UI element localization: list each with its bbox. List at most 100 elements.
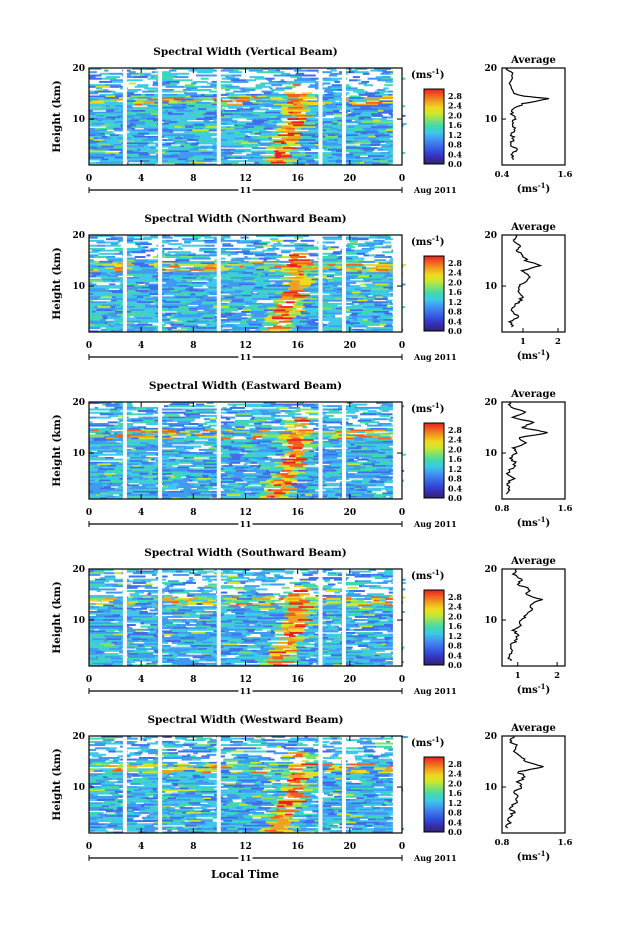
colorbar-tick-label: 1.2 xyxy=(448,798,462,808)
y-tick-label: 20 xyxy=(72,231,85,241)
x-tick-label: 12 xyxy=(239,675,252,685)
average-title: Average xyxy=(510,222,556,233)
average-profile-line xyxy=(505,67,550,160)
colorbar-tick-label: 2.4 xyxy=(448,435,462,445)
date-day-label: 11 xyxy=(240,520,252,530)
colorbar-tick-label: 0.4 xyxy=(448,817,462,827)
y-tick-label: 20 xyxy=(72,398,85,408)
colorbar-tick-label: 1.6 xyxy=(448,287,462,297)
colorbar-tick-label: 0.0 xyxy=(448,159,462,169)
colorbar-unit: (ms-1) xyxy=(411,234,444,248)
y-axis-label: Height (km) xyxy=(51,247,63,319)
y-axis-label: Height (km) xyxy=(51,80,63,152)
panel-title: Spectral Width (Eastward Beam) xyxy=(149,380,342,392)
colorbar-tick-label: 2.4 xyxy=(448,268,462,278)
y-tick-label: 10 xyxy=(72,783,85,793)
colorbar-tick-label: 2.0 xyxy=(448,778,462,788)
average-x-tick-label: 1 xyxy=(520,337,526,347)
x-tick-label: 20 xyxy=(344,341,357,351)
panel-title: Spectral Width (Northward Beam) xyxy=(144,213,346,225)
average-y-tick-label: 10 xyxy=(484,783,497,793)
y-axis-label: Height (km) xyxy=(51,581,63,653)
heatmap xyxy=(89,402,406,500)
average-frame xyxy=(501,735,566,834)
y-axis-label: Height (km) xyxy=(51,414,63,486)
panel-2: Spectral Width (Northward Beam)2010Heigh… xyxy=(51,213,566,363)
panel-title: Spectral Width (Vertical Beam) xyxy=(153,46,337,58)
average-title: Average xyxy=(510,389,556,400)
date-label: Aug 2011 xyxy=(413,853,457,863)
colorbar-tick-label: 1.6 xyxy=(448,454,462,464)
x-tick-label: 8 xyxy=(190,675,196,685)
heatmap xyxy=(89,68,407,166)
average-y-tick-label: 10 xyxy=(484,449,497,459)
colorbar-tick-label: 2.4 xyxy=(448,769,462,779)
average-frame xyxy=(501,67,566,166)
x-tick-label: 4 xyxy=(138,508,144,518)
panel-3: Spectral Width (Eastward Beam) 20 10 Height… xyxy=(51,380,572,530)
x-tick-label: 0 xyxy=(86,675,92,685)
colorbar-tick-label: 2.0 xyxy=(448,444,462,454)
average-profile-line xyxy=(505,735,544,829)
average-y-tick-label: 20 xyxy=(484,231,497,241)
y-tick-label: 20 xyxy=(72,64,85,74)
colorbar-tick-label: 2.8 xyxy=(448,759,462,769)
average-profile-line xyxy=(507,234,543,328)
y-axis-label: Height (km) xyxy=(51,748,63,820)
average-y-tick-label: 10 xyxy=(484,282,497,292)
colorbar-tick-label: 2.8 xyxy=(448,258,462,268)
y-tick-label: 10 xyxy=(72,115,85,125)
x-tick-label: 8 xyxy=(190,842,196,852)
average-x-tick-label: 2 xyxy=(554,671,560,681)
colorbar-tick-label: 1.6 xyxy=(448,621,462,631)
colorbar-unit: (ms-1) xyxy=(411,67,444,81)
colorbar-tick-label: 0.4 xyxy=(448,483,462,493)
average-y-tick-label: 10 xyxy=(484,115,497,125)
x-tick-label: 0 xyxy=(86,341,92,351)
date-label: Aug 2011 xyxy=(413,686,457,696)
average-title: Average xyxy=(510,556,556,567)
x-tick-label: 12 xyxy=(239,508,252,518)
x-tick-label: 8 xyxy=(190,174,196,184)
colorbar-tick-label: 0.8 xyxy=(448,307,462,317)
colorbar-tick-label: 2.8 xyxy=(448,91,462,101)
average-title: Average xyxy=(510,55,556,66)
colorbar xyxy=(423,756,445,833)
colorbar-tick-label: 2.8 xyxy=(448,425,462,435)
x-tick-label: 8 xyxy=(190,341,196,351)
average-frame xyxy=(501,234,566,333)
average-x-label: (ms-1) xyxy=(517,181,550,195)
x-tick-label: 0 xyxy=(86,508,92,518)
average-x-tick-label: 1.6 xyxy=(558,838,573,848)
colorbar-tick-label: 1.6 xyxy=(448,120,462,130)
x-tick-label: 20 xyxy=(344,508,357,518)
panel-1: Spectral Width (Vertical Beam) 20 10 Height… xyxy=(51,46,572,196)
x-tick-label: 12 xyxy=(239,341,252,351)
panel-title: Spectral Width (Westward Beam) xyxy=(147,714,343,726)
x-tick-label: 0 xyxy=(86,174,92,184)
colorbar-tick-label: 1.6 xyxy=(448,788,462,798)
x-tick-label: 0 xyxy=(86,842,92,852)
colorbar-tick-label: 0.4 xyxy=(448,149,462,159)
panel-4: Spectral Width (Southward Beam)2010Heigh… xyxy=(51,547,566,697)
x-tick-label: 4 xyxy=(138,842,144,852)
x-tick-label: 0 xyxy=(399,174,405,184)
colorbar-tick-label: 0.8 xyxy=(448,140,462,150)
average-title: Average xyxy=(510,723,556,734)
date-label: Aug 2011 xyxy=(413,352,457,362)
heatmap xyxy=(89,569,406,667)
x-tick-label: 12 xyxy=(239,174,252,184)
colorbar-tick-label: 0.0 xyxy=(448,493,462,503)
colorbar-tick-label: 2.0 xyxy=(448,611,462,621)
colorbar-tick-label: 2.0 xyxy=(448,110,462,120)
average-x-label: (ms-1) xyxy=(517,849,550,863)
average-x-label: (ms-1) xyxy=(517,682,550,696)
average-x-tick-label: 1.6 xyxy=(558,504,573,514)
average-profile-line xyxy=(507,568,543,661)
x-tick-label: 4 xyxy=(138,341,144,351)
colorbar-tick-label: 0.8 xyxy=(448,474,462,484)
average-y-tick-label: 20 xyxy=(484,565,497,575)
average-y-tick-label: 10 xyxy=(484,616,497,626)
colorbar-unit: (ms-1) xyxy=(411,735,444,749)
